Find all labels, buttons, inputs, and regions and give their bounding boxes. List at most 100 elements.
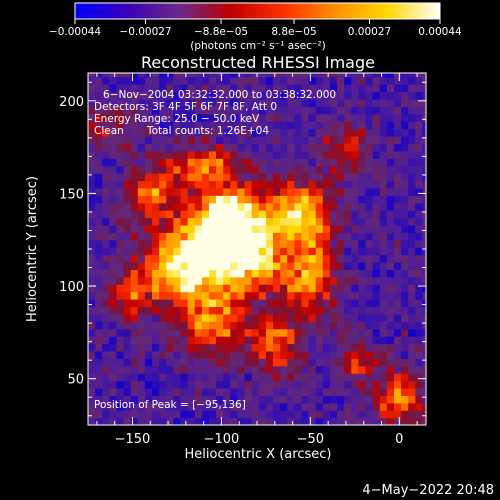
heatmap-cell xyxy=(308,195,317,204)
heatmap-cell xyxy=(201,247,210,256)
heatmap-cell xyxy=(265,291,274,300)
heatmap-cell xyxy=(393,202,402,211)
heatmap-cell xyxy=(344,373,352,382)
heatmap-cell xyxy=(415,98,424,107)
heatmap-cell xyxy=(308,187,317,196)
heatmap-cell xyxy=(109,121,118,130)
heatmap-cell xyxy=(244,402,253,411)
heatmap-cell xyxy=(365,395,374,404)
heatmap-cell xyxy=(308,158,317,167)
heatmap-cell xyxy=(294,135,303,144)
heatmap-cell xyxy=(237,276,246,285)
heatmap-cell xyxy=(152,239,160,248)
heatmap-cell xyxy=(201,328,210,337)
heatmap-cell xyxy=(194,158,203,167)
heatmap-cell xyxy=(393,402,402,411)
heatmap-cell xyxy=(386,150,395,159)
heatmap-cell xyxy=(95,299,103,308)
heatmap-cell xyxy=(116,158,125,167)
heatmap-cell xyxy=(294,261,303,270)
heatmap-cell xyxy=(301,373,310,382)
heatmap-cell xyxy=(95,402,103,411)
heatmap-cell xyxy=(393,76,402,85)
heatmap-cell xyxy=(258,91,267,100)
heatmap-cell xyxy=(393,358,402,367)
heatmap-cell xyxy=(329,336,338,345)
heatmap-cell xyxy=(194,195,203,204)
heatmap-cell xyxy=(329,84,338,93)
heatmap-cell xyxy=(287,380,295,389)
heatmap-cell xyxy=(166,402,174,411)
heatmap-cell xyxy=(137,402,146,411)
heatmap-cell xyxy=(315,387,324,396)
heatmap-cell xyxy=(372,91,381,100)
heatmap-cell xyxy=(308,395,317,404)
heatmap-cell xyxy=(194,128,203,137)
heatmap-cell xyxy=(116,180,125,189)
heatmap-cell xyxy=(315,358,324,367)
heatmap-cell xyxy=(137,291,146,300)
heatmap-cell xyxy=(194,328,203,337)
heatmap-cell xyxy=(244,173,253,182)
annotation-detectors: Detectors: 3F 4F 5F 6F 7F 8F, Att 0 xyxy=(94,101,277,113)
heatmap-cell xyxy=(144,84,153,93)
heatmap-cell xyxy=(123,276,132,285)
heatmap-cell xyxy=(401,202,409,211)
heatmap-cell xyxy=(379,224,388,233)
heatmap-cell xyxy=(308,321,317,330)
heatmap-cell xyxy=(273,217,281,226)
heatmap-cell xyxy=(130,328,139,337)
heatmap-cell xyxy=(237,158,246,167)
heatmap-cell xyxy=(415,284,424,293)
heatmap-cell xyxy=(166,224,174,233)
heatmap-cell xyxy=(244,276,253,285)
heatmap-cell xyxy=(251,143,260,152)
heatmap-cell xyxy=(102,417,110,425)
heatmap-cell xyxy=(95,165,103,174)
heatmap-cell xyxy=(344,336,352,345)
heatmap-cell xyxy=(265,76,274,85)
heatmap-cell xyxy=(258,358,267,367)
heatmap-cell xyxy=(408,306,416,315)
heatmap-cell xyxy=(102,158,110,167)
heatmap-cell xyxy=(415,121,424,130)
heatmap-cell xyxy=(379,350,388,359)
heatmap-cell xyxy=(201,202,210,211)
heatmap-cell xyxy=(216,269,224,278)
heatmap-cell xyxy=(265,195,274,204)
heatmap-cell xyxy=(322,232,331,241)
heatmap-cell xyxy=(208,269,217,278)
heatmap-cell xyxy=(137,417,146,425)
heatmap-cell xyxy=(194,380,203,389)
heatmap-cell xyxy=(216,395,224,404)
heatmap-cell xyxy=(159,128,167,137)
heatmap-cell xyxy=(337,336,345,345)
heatmap-cell xyxy=(337,202,345,211)
heatmap-cell xyxy=(208,395,217,404)
heatmap-cell xyxy=(294,313,303,322)
heatmap-cell xyxy=(344,358,352,367)
heatmap-cell xyxy=(216,284,224,293)
heatmap-cell xyxy=(208,291,217,300)
heatmap-cell xyxy=(415,402,424,411)
heatmap-cell xyxy=(201,128,210,137)
heatmap-cell xyxy=(372,395,381,404)
heatmap-cell xyxy=(194,417,203,425)
heatmap-cell xyxy=(144,261,153,270)
heatmap-cell xyxy=(152,76,160,85)
heatmap-cell xyxy=(180,269,189,278)
heatmap-cell xyxy=(273,195,281,204)
heatmap-cell xyxy=(244,291,253,300)
heatmap-cell xyxy=(386,387,395,396)
heatmap-cell xyxy=(180,73,189,78)
heatmap-cell xyxy=(329,365,338,374)
heatmap-cell xyxy=(315,150,324,159)
heatmap-cell xyxy=(95,210,103,219)
heatmap-cell xyxy=(365,350,374,359)
heatmap-cell xyxy=(379,321,388,330)
heatmap-cell xyxy=(372,291,381,300)
heatmap-cell xyxy=(315,73,324,78)
heatmap-cell xyxy=(415,113,424,122)
heatmap-cell xyxy=(351,106,359,115)
heatmap-cell xyxy=(315,336,324,345)
